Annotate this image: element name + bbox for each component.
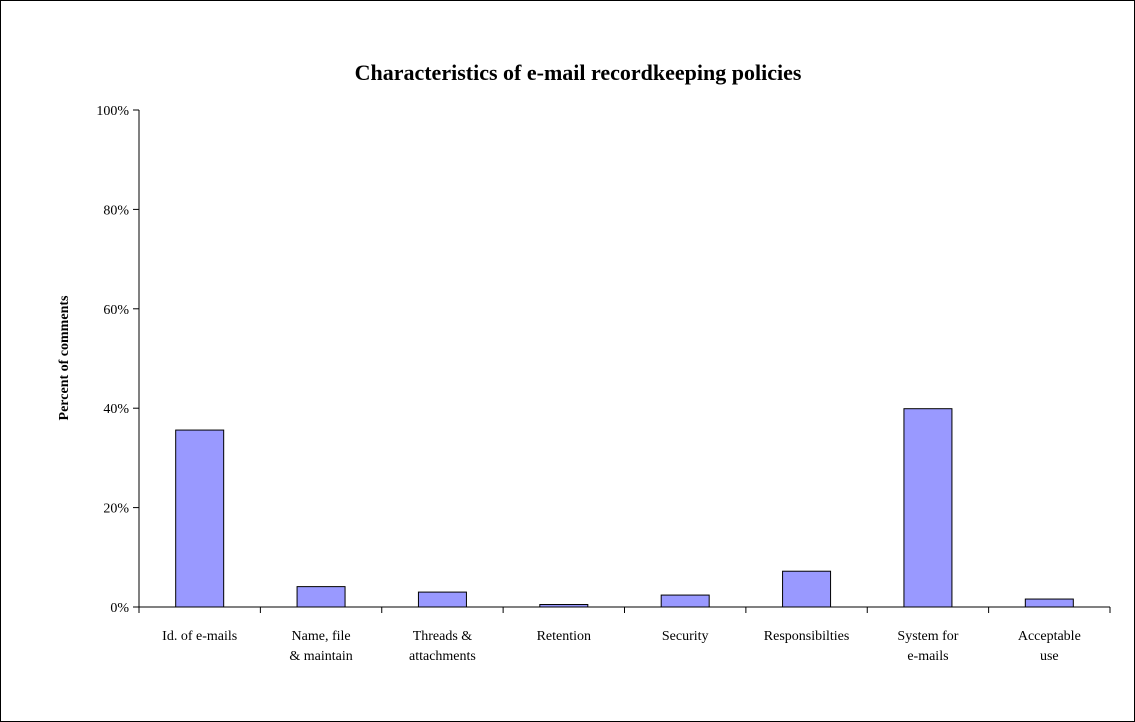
category-label: e-mails xyxy=(907,649,948,664)
y-tick-label: 20% xyxy=(103,502,129,517)
x-axis-ticks xyxy=(138,607,1111,613)
bar xyxy=(903,408,953,608)
bar xyxy=(539,604,589,608)
category-label: & maintain xyxy=(289,649,352,664)
category-label: Responsibilties xyxy=(764,629,850,644)
bar xyxy=(782,570,832,608)
bar xyxy=(296,586,346,608)
category-label: Name, file xyxy=(292,629,351,644)
y-tick-label: 80% xyxy=(103,203,129,218)
category-label: attachments xyxy=(409,649,476,664)
chart-title: Characteristics of e-mail recordkeeping … xyxy=(355,60,802,85)
category-label: System for xyxy=(897,629,958,644)
bar xyxy=(417,591,467,608)
y-axis-ticks: 0% 20% 40% 60% 80% 100% xyxy=(96,104,139,616)
category-label: use xyxy=(1040,649,1059,664)
bar xyxy=(660,594,710,608)
y-tick-label: 40% xyxy=(103,402,129,417)
category-label: Threads & xyxy=(413,629,473,644)
y-tick-label: 60% xyxy=(103,303,129,318)
category-label: Retention xyxy=(537,629,591,644)
category-label: Security xyxy=(662,629,709,644)
bar xyxy=(1024,598,1074,608)
y-tick-label: 0% xyxy=(110,601,129,616)
y-axis-label: Percent of comments xyxy=(57,295,72,420)
bars xyxy=(175,408,1074,608)
category-labels: Id. of e-mails Name, file & maintain Thread… xyxy=(162,629,1081,664)
bar xyxy=(175,429,225,608)
y-tick-label: 100% xyxy=(96,104,129,119)
category-label: Id. of e-mails xyxy=(162,629,237,644)
category-label: Acceptable xyxy=(1018,629,1081,644)
